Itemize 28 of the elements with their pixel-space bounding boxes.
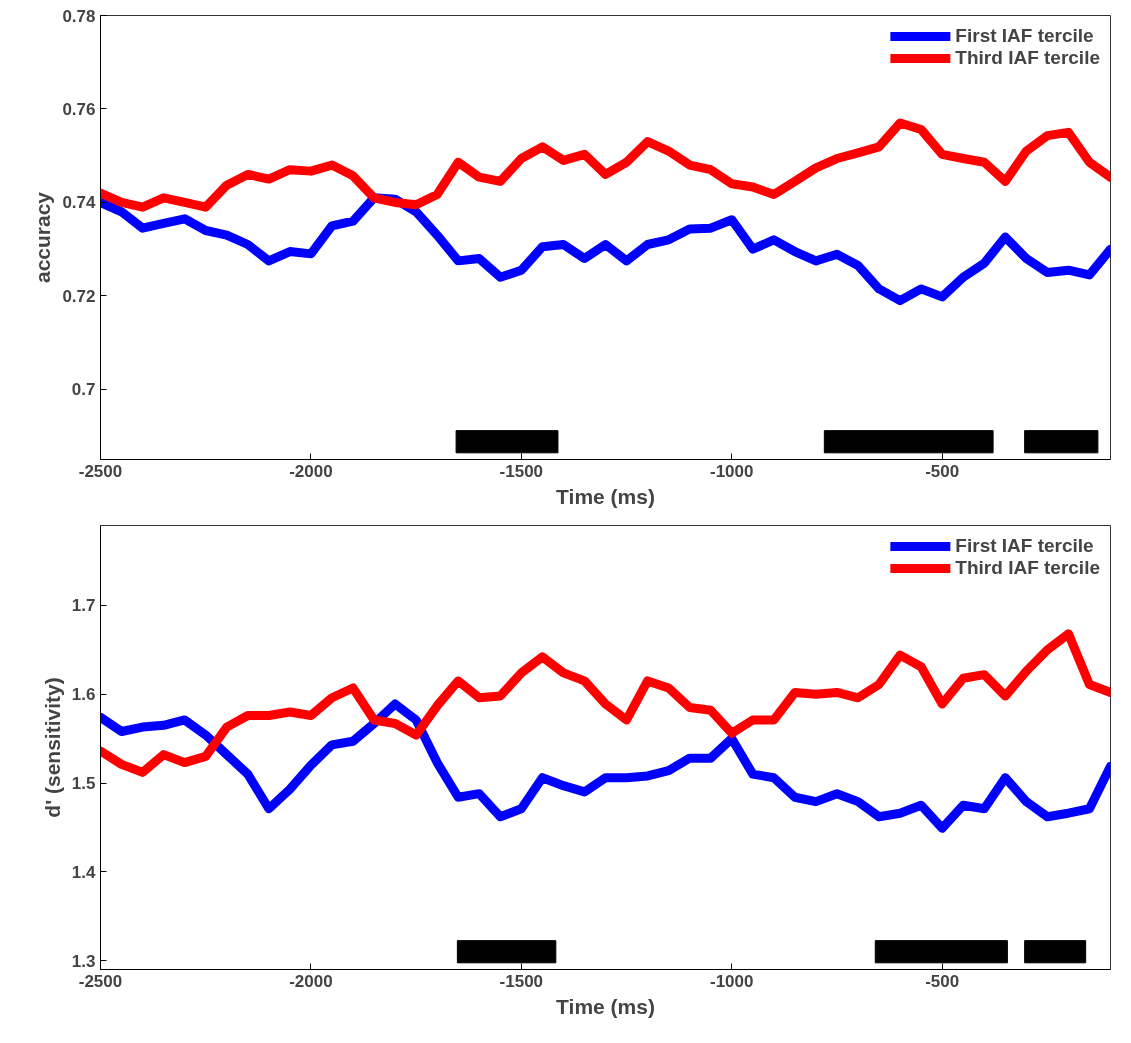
x-tick-label: -500 <box>925 461 960 481</box>
y-tick-label: 1.6 <box>71 685 96 705</box>
legend-label: First IAF tercile <box>955 535 1094 557</box>
y-tick-label: 1.3 <box>71 951 96 971</box>
y-tick-label: 1.4 <box>71 862 97 882</box>
x-tick-label: -1000 <box>710 971 754 991</box>
y-tick-label: 0.74 <box>62 193 97 213</box>
legend-label: Third IAF tercile <box>955 557 1100 579</box>
x-tick-label: -2000 <box>289 971 333 991</box>
x-tick-label: -1500 <box>499 461 544 481</box>
y-tick-label: 0.7 <box>71 380 96 400</box>
y-axis-title: accuracy <box>31 191 55 284</box>
y-tick-label: 1.5 <box>71 774 96 794</box>
legend-label: Third IAF tercile <box>955 47 1100 69</box>
legend-label: First IAF tercile <box>955 25 1094 47</box>
y-tick-label: 0.76 <box>62 99 96 119</box>
y-tick-label: 0.78 <box>62 6 96 26</box>
x-tick-label: -1500 <box>499 971 544 991</box>
x-tick-label: -2500 <box>78 971 123 991</box>
y-tick-label: 0.72 <box>62 286 96 306</box>
x-tick-label: -2000 <box>289 461 333 481</box>
x-axis-title: Time (ms) <box>556 994 655 1018</box>
x-tick-label: -1000 <box>710 461 754 481</box>
y-axis-title: d' (sensitivity) <box>40 677 64 818</box>
x-tick-label: -500 <box>925 971 960 991</box>
x-tick-label: -2500 <box>78 461 123 481</box>
y-tick-label: 1.7 <box>71 596 96 616</box>
x-axis-title: Time (ms) <box>556 484 655 508</box>
